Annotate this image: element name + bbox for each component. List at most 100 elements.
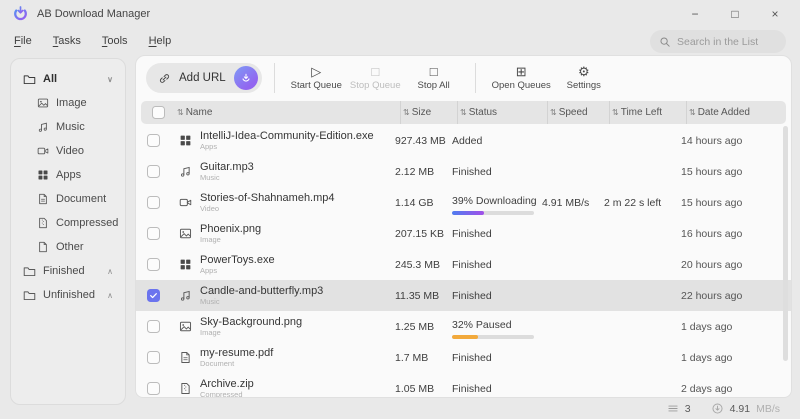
table-row[interactable]: Phoenix.png Image 207.15 KB Finished 16 h…: [136, 218, 791, 249]
file-type: Image: [200, 234, 221, 244]
download-icon: [242, 73, 250, 82]
sidebar-item-compressed[interactable]: Compressed: [31, 211, 119, 235]
table-row[interactable]: Archive.zip Compressed 1.05 MB Finished 2…: [136, 373, 791, 397]
gear-icon: ⚙: [577, 64, 590, 79]
file-speed: 4.91 MB/s: [542, 196, 590, 209]
row-checkbox[interactable]: [146, 227, 160, 240]
open-queues-icon: ⊞: [515, 64, 527, 79]
main-panel: Add URL ▷ Start Queue □ Stop Queue □ Sto…: [135, 55, 792, 398]
table-row[interactable]: my-resume.pdf Document 1.7 MB Finished 1 …: [136, 342, 791, 373]
file-date-added: 20 hours ago: [681, 258, 743, 271]
column-header-time-left[interactable]: ⇅ Time Left: [609, 101, 686, 124]
sidebar-item-finished[interactable]: Finished ∧: [17, 259, 119, 283]
sidebar-item-apps[interactable]: Apps: [31, 163, 119, 187]
zip-icon: [39, 217, 47, 229]
sidebar-item-image[interactable]: Image: [31, 91, 119, 115]
row-checkbox[interactable]: [146, 165, 160, 178]
folder-icon: [23, 74, 36, 84]
image-icon: [37, 98, 49, 108]
row-checkbox-checked[interactable]: [146, 289, 160, 302]
sort-icon: ⇅: [403, 108, 410, 117]
toolbar: Add URL ▷ Start Queue □ Stop Queue □ Sto…: [136, 56, 791, 100]
app-logo-icon: [14, 6, 27, 21]
menu-help[interactable]: Help: [148, 35, 172, 47]
vertical-scrollbar: [783, 126, 788, 393]
link-icon: [159, 73, 170, 83]
file-type: Apps: [200, 141, 218, 151]
quick-download-button[interactable]: [233, 66, 258, 90]
row-checkbox[interactable]: [146, 351, 160, 364]
column-header-size[interactable]: ⇅ Size: [400, 101, 457, 124]
file-name: PowerToys.exe: [200, 253, 275, 266]
file-date-added: 2 days ago: [681, 382, 733, 395]
column-header-speed[interactable]: ⇅ Speed: [547, 101, 609, 124]
table-row[interactable]: PowerToys.exe Apps 245.3 MB Finished 20 h…: [136, 249, 791, 280]
sidebar-item-all[interactable]: All ∨: [17, 67, 119, 91]
file-name: Stories-of-Shahnameh.mp4: [200, 191, 335, 204]
stop-all-button[interactable]: □ Stop All: [417, 64, 450, 92]
select-all-checkbox[interactable]: [141, 101, 175, 124]
add-url-button[interactable]: Add URL: [146, 63, 262, 93]
file-name: my-resume.pdf: [200, 346, 274, 359]
file-type: Compressed: [200, 389, 243, 397]
window-controls: − □ ×: [686, 7, 790, 21]
file-status: 39% Downloading: [452, 190, 542, 216]
row-checkbox[interactable]: [146, 320, 160, 333]
file-name: Guitar.mp3: [200, 160, 254, 173]
column-header-date-added[interactable]: ⇅ Date Added: [686, 101, 786, 124]
file-size: 207.15 KB: [395, 227, 445, 240]
file-name: Archive.zip: [200, 377, 254, 390]
file-type: Apps: [200, 265, 218, 275]
music-icon: [38, 122, 47, 132]
sidebar-categories: Image Music Video Apps Document Compress…: [17, 91, 119, 259]
zip-icon: [170, 382, 200, 395]
search-placeholder: Search in the List: [677, 35, 759, 48]
row-checkbox[interactable]: [146, 134, 160, 147]
column-header-name[interactable]: ⇅ Name: [177, 107, 213, 118]
sidebar-item-music[interactable]: Music: [31, 115, 119, 139]
table-row[interactable]: Guitar.mp3 Music 2.12 MB Finished 15 hour…: [136, 156, 791, 187]
table-row[interactable]: IntelliJ-Idea-Community-Edition.exe Apps …: [136, 125, 791, 156]
apps-icon: [170, 258, 200, 271]
scrollbar-thumb[interactable]: [783, 126, 788, 361]
file-status: Finished: [452, 289, 492, 302]
table-row-selected[interactable]: Candle-and-butterfly.mp3 Music 11.35 MB F…: [136, 280, 791, 311]
video-icon: [170, 196, 200, 209]
file-name: Phoenix.png: [200, 222, 262, 235]
menu-tools[interactable]: Tools: [101, 35, 128, 47]
settings-button[interactable]: ⚙ Settings: [566, 64, 601, 92]
file-size: 11.35 MB: [395, 289, 440, 302]
sidebar-item-video[interactable]: Video: [31, 139, 119, 163]
open-queues-button[interactable]: ⊞ Open Queues: [491, 64, 551, 92]
sidebar-item-document[interactable]: Document: [31, 187, 119, 211]
stop-queue-button[interactable]: □ Stop Queue: [349, 64, 401, 92]
sidebar-item-other[interactable]: Other: [31, 235, 119, 259]
file-size: 1.25 MB: [395, 320, 435, 333]
file-status: Finished: [452, 258, 492, 271]
table-row[interactable]: Sky-Background.png Image 1.25 MB 32% Paus…: [136, 311, 791, 342]
image-icon: [170, 227, 200, 240]
progress-bar: [452, 211, 534, 216]
sort-icon: ⇅: [550, 108, 557, 117]
sidebar-item-unfinished[interactable]: Unfinished ∧: [17, 283, 119, 307]
maximize-button[interactable]: □: [731, 6, 739, 21]
file-date-added: 22 hours ago: [681, 289, 743, 302]
menu-tasks[interactable]: Tasks: [52, 35, 81, 47]
chevron-up-icon: ∧: [107, 266, 113, 276]
search-input[interactable]: Search in the List: [650, 30, 786, 53]
minimize-button[interactable]: −: [691, 6, 699, 21]
start-queue-button[interactable]: ▷ Start Queue: [290, 64, 342, 92]
row-checkbox[interactable]: [146, 258, 160, 271]
row-checkbox[interactable]: [146, 382, 160, 395]
table-row[interactable]: Stories-of-Shahnameh.mp4 Video 1.14 GB 39…: [136, 187, 791, 218]
file-size: 1.7 MB: [395, 351, 429, 364]
toolbar-separator: [273, 63, 275, 93]
active-downloads-count: 3: [684, 402, 691, 415]
file-date-added: 15 hours ago: [681, 165, 743, 178]
menu-file[interactable]: File: [14, 35, 32, 47]
row-checkbox[interactable]: [146, 196, 160, 209]
close-button[interactable]: ×: [771, 6, 779, 21]
column-header-status[interactable]: ⇅ Status: [457, 101, 547, 124]
file-name: IntelliJ-Idea-Community-Edition.exe: [200, 129, 374, 142]
